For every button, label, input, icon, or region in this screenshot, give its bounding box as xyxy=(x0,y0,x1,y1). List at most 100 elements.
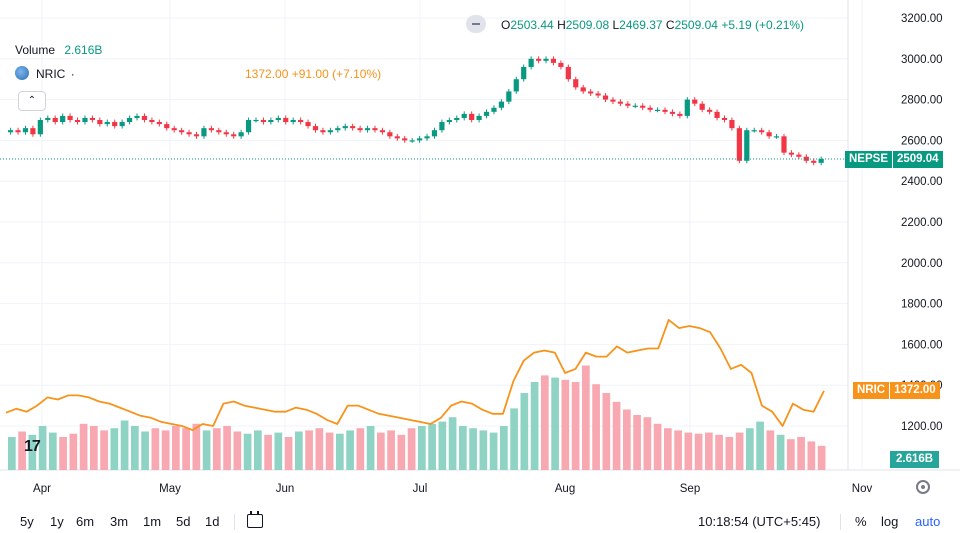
volume-bar xyxy=(264,434,272,470)
volume-bar xyxy=(243,433,252,470)
volume-bar xyxy=(756,421,764,470)
candle-body xyxy=(669,111,676,114)
volume-bar xyxy=(674,430,682,470)
candle-body xyxy=(781,136,787,153)
ohlc-legend: O2503.44 H2509.08 L2469.37 C2509.04 +5.1… xyxy=(501,18,804,32)
candle-body xyxy=(126,117,133,123)
volume-bar xyxy=(694,433,703,470)
volume-bar xyxy=(192,423,201,470)
volume-bar xyxy=(69,433,78,470)
volume-bar xyxy=(346,430,354,470)
candle-body xyxy=(156,122,162,125)
volume-bar xyxy=(325,432,334,470)
candle-body xyxy=(736,128,742,161)
volume-bar xyxy=(49,432,57,470)
log-toggle[interactable]: log xyxy=(881,514,899,529)
candle-body xyxy=(37,120,43,135)
candle-body xyxy=(811,160,817,163)
candle-body xyxy=(335,128,341,131)
candle-body xyxy=(543,58,549,61)
volume-bar xyxy=(653,423,662,470)
candle-body xyxy=(677,113,683,116)
y-tick-label: 1600.00 xyxy=(901,339,943,351)
range-5y[interactable]: 5y xyxy=(20,514,34,529)
clock-time[interactable]: 10:18:54 (UTC+5:45) xyxy=(698,514,821,529)
candle-body xyxy=(773,136,780,138)
range-6m[interactable]: 6m xyxy=(76,514,95,529)
candle-body xyxy=(74,120,81,123)
volume-bar xyxy=(623,409,631,470)
y-tick-label: 2400.00 xyxy=(901,176,943,188)
volume-bar xyxy=(387,430,395,470)
toolbar-divider xyxy=(840,514,841,530)
tradingview-logo[interactable]: 17 xyxy=(24,438,41,455)
gear-icon[interactable] xyxy=(916,480,930,494)
candle-body xyxy=(565,66,571,80)
candle-body xyxy=(141,115,148,120)
volume-bar xyxy=(295,431,303,470)
candle-body xyxy=(364,128,371,131)
nric-dot: · xyxy=(70,67,75,81)
volume-bar xyxy=(315,428,324,470)
toolbar-divider xyxy=(234,514,235,530)
volume-bar xyxy=(705,432,713,470)
x-tick-label: Jun xyxy=(276,483,295,495)
candle-body xyxy=(298,120,304,123)
candle-body xyxy=(818,158,824,163)
volume-bar xyxy=(38,426,47,470)
candle-body xyxy=(602,95,609,100)
candle-body xyxy=(350,126,356,129)
volume-bar xyxy=(18,431,26,470)
volume-bar xyxy=(172,426,180,470)
volume-bar xyxy=(489,432,498,470)
chevron-up-icon[interactable]: ⌃ xyxy=(18,91,46,111)
candle-body xyxy=(223,132,229,135)
candle-body xyxy=(796,154,802,157)
candle-body xyxy=(558,62,564,67)
volume-bar xyxy=(305,430,313,470)
auto-toggle[interactable]: auto xyxy=(915,514,941,529)
volume-bar xyxy=(735,432,744,470)
candle-body xyxy=(506,91,512,102)
ohlc-high-label: H xyxy=(557,18,566,32)
candle-body xyxy=(498,101,505,108)
candle-body xyxy=(89,117,96,120)
range-1y[interactable]: 1y xyxy=(50,514,64,529)
candle-body xyxy=(729,120,735,129)
volume-bar xyxy=(120,420,129,470)
candle-body xyxy=(684,99,690,116)
candle-body xyxy=(483,111,490,116)
candle-body xyxy=(632,105,638,107)
candle-body xyxy=(104,122,110,125)
candle-body xyxy=(788,152,795,155)
y-tick-label: 1800.00 xyxy=(901,299,943,311)
volume-bars xyxy=(8,365,826,470)
volume-bar xyxy=(438,421,447,470)
candle-body xyxy=(535,58,542,61)
eye-off-icon[interactable] xyxy=(466,15,486,33)
volume-bar xyxy=(131,426,139,470)
range-3m[interactable]: 3m xyxy=(110,514,129,529)
calendar-range-icon[interactable] xyxy=(247,511,263,528)
candle-body xyxy=(521,66,527,80)
candle-body xyxy=(164,124,170,129)
volume-bar xyxy=(100,430,108,470)
candle-body xyxy=(714,111,720,118)
range-1m[interactable]: 1m xyxy=(143,514,162,529)
ohlc-open-value: 2503.44 xyxy=(510,18,554,32)
candle-body xyxy=(461,113,467,118)
range-5d[interactable]: 5d xyxy=(176,514,191,529)
candle-body xyxy=(409,140,415,142)
range-1d[interactable]: 1d xyxy=(205,514,220,529)
volume-bar xyxy=(787,439,795,470)
percent-toggle[interactable]: % xyxy=(855,514,867,529)
candle-body xyxy=(692,99,698,104)
volume-bar xyxy=(520,393,529,470)
volume-bar xyxy=(161,430,170,470)
volume-legend[interactable]: Volume 2.616B xyxy=(15,43,102,57)
volume-bar xyxy=(213,428,221,470)
nric-legend-label[interactable]: NRIC · xyxy=(36,67,75,81)
volume-bar xyxy=(79,423,88,470)
candle-body xyxy=(22,128,29,133)
